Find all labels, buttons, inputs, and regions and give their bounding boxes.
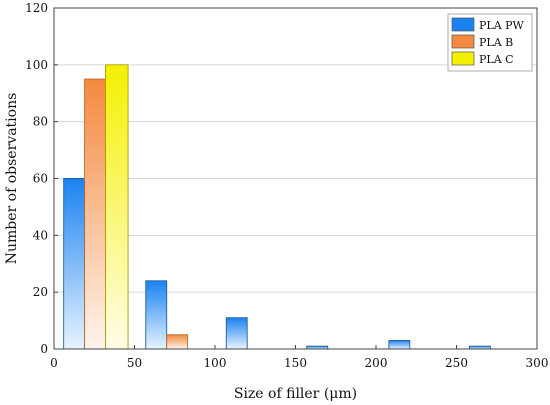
y-tick-label-60: 60 [33, 172, 48, 186]
bars [63, 64, 491, 350]
legend-label-pla-pw: PLA PW [479, 19, 525, 32]
bar-pla-pw-0 [63, 178, 86, 350]
x-tick-label-150: 150 [284, 356, 307, 370]
y-axis-title: Number of observations [4, 93, 20, 265]
x-tick-label-50: 50 [127, 356, 142, 370]
x-axis-title: Size of filler (μm) [234, 386, 357, 402]
legend-label-pla-c: PLA C [479, 53, 514, 66]
x-tick-label-200: 200 [365, 356, 388, 370]
legend-label-pla-b: PLA B [479, 36, 513, 49]
y-tick-label-0: 0 [40, 342, 48, 356]
y-tick-label-40: 40 [33, 228, 48, 242]
grid-lines [54, 64, 537, 293]
x-tick-label-300: 300 [526, 356, 549, 370]
x-tick-label-100: 100 [204, 356, 227, 370]
y-tick-label-80: 80 [33, 115, 48, 129]
legend-swatch-pla-pw [451, 17, 475, 32]
legend-swatch-pla-c [451, 51, 475, 66]
bar-pla-pw-1 [145, 280, 168, 350]
x-tick-label-250: 250 [445, 356, 468, 370]
legend-swatch-pla-b [451, 34, 475, 49]
bar-pla-pw-4 [388, 340, 411, 350]
bar-pla-c-0 [105, 64, 129, 350]
bar-pla-b-1 [166, 334, 189, 350]
y-tick-label-100: 100 [25, 58, 48, 72]
y-tick-label-20: 20 [33, 285, 48, 299]
y-tick-label-120: 120 [25, 1, 48, 15]
bar-pla-b-0 [84, 78, 106, 350]
axis-ticks: 0 50 100 150 200 250 300 0 20 40 60 80 100 120 [25, 1, 548, 370]
legend: PLA PW PLA B PLA C [447, 13, 533, 72]
bar-pla-pw-2 [225, 317, 248, 350]
x-tick-label-0: 0 [50, 356, 58, 370]
